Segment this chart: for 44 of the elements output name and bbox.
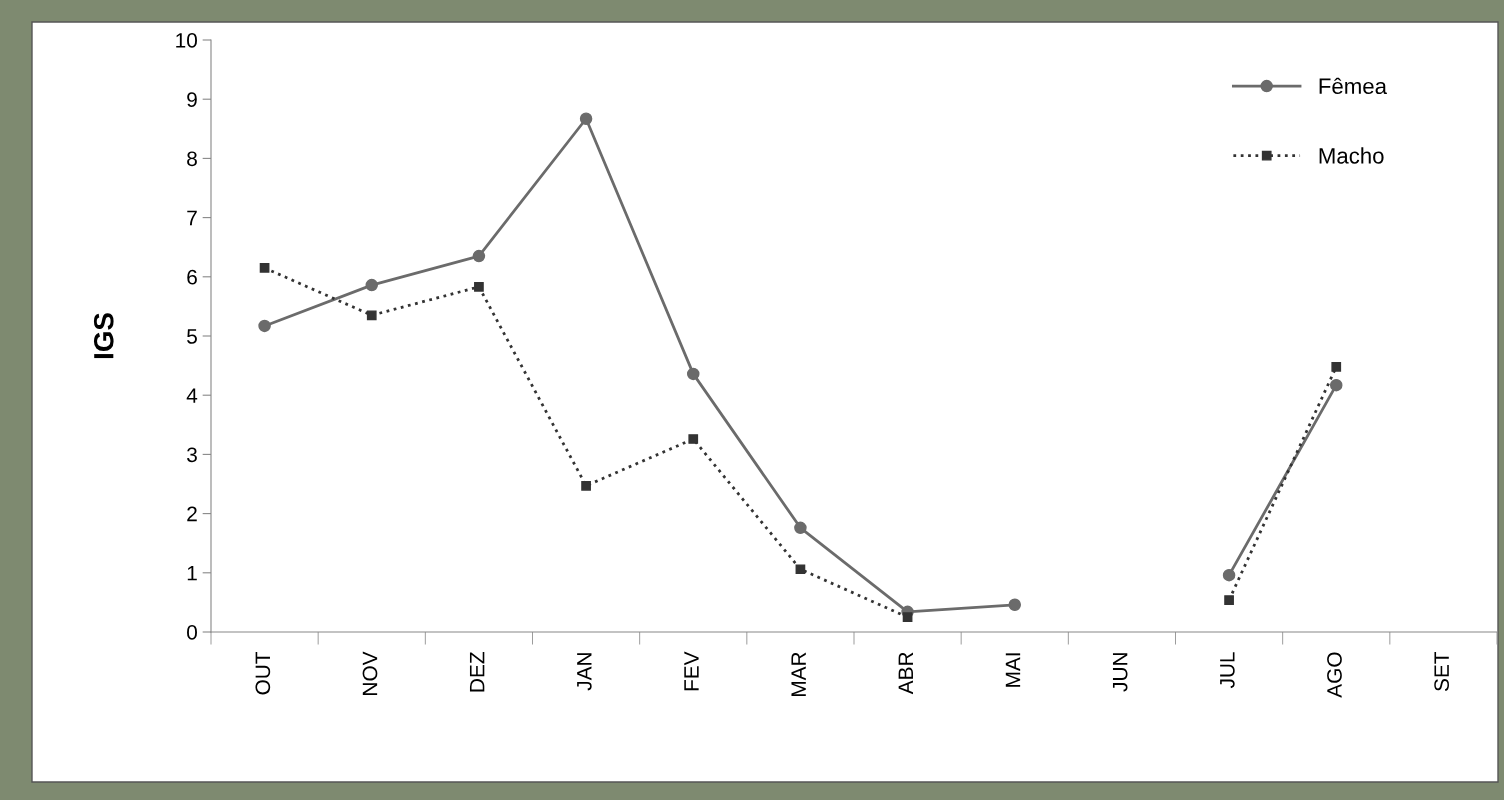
point: [1329, 378, 1343, 392]
point: [365, 278, 379, 292]
point: [902, 612, 913, 623]
x-tick-label: OUT: [255, 651, 271, 695]
point: [795, 564, 806, 575]
point: [579, 112, 593, 125]
point: [259, 263, 270, 273]
point: [1008, 598, 1022, 612]
x-tick-label: FEV: [684, 651, 699, 691]
point: [581, 480, 591, 491]
x-tick-label: SET: [1434, 651, 1450, 692]
point: [472, 249, 486, 263]
x-tick-label: ABR: [898, 652, 913, 695]
y-tick-label: 10: [176, 33, 197, 48]
point: [688, 434, 699, 444]
x-tick-label: JUN: [1112, 653, 1128, 692]
point: [794, 521, 807, 535]
point: [1224, 595, 1234, 605]
point: [366, 310, 377, 321]
legend-label: Fêmea: [1319, 77, 1387, 95]
y-tick-label: 1: [187, 566, 197, 581]
y-axis-title: IGS: [93, 313, 114, 359]
y-tick-label: 6: [187, 269, 197, 285]
y-tick-label: 4: [186, 388, 198, 403]
point: [1331, 361, 1342, 372]
x-tick-label: NOV: [362, 651, 378, 695]
y-tick-label: 2: [187, 506, 197, 522]
x-tick-label: MAR: [791, 652, 806, 697]
y-tick-label: 8: [187, 151, 197, 167]
x-tick-label: JUL: [1220, 652, 1235, 689]
x-tick-label: DEZ: [469, 652, 485, 692]
y-tick-label: 0: [187, 625, 197, 640]
y-tick-label: 3: [187, 447, 197, 463]
point: [474, 282, 484, 292]
y-tick-label: 5: [187, 329, 197, 344]
point: [258, 319, 271, 333]
y-tick-label: 9: [187, 92, 197, 107]
x-tick-label: AGO: [1327, 652, 1342, 698]
point: [1222, 568, 1236, 582]
x-tick-label: JAN: [577, 653, 592, 691]
legend-label: Macho: [1319, 147, 1384, 164]
point: [686, 367, 700, 381]
y-tick-label: 7: [187, 210, 197, 226]
x-tick-label: MAI: [1005, 653, 1021, 687]
